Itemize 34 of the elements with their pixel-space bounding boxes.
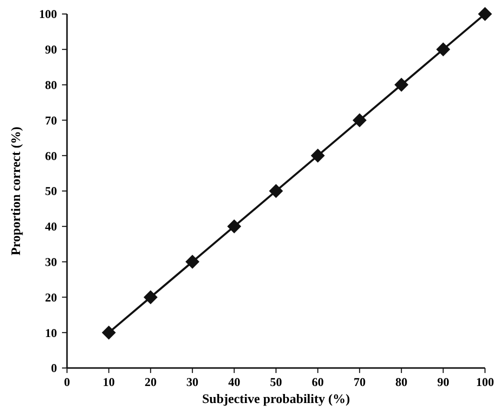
- point: [102, 326, 116, 340]
- y-tick-label: 100: [39, 7, 57, 22]
- point: [227, 219, 242, 234]
- point: [436, 42, 450, 56]
- x-tick-label: 90: [437, 375, 450, 389]
- point: [394, 78, 408, 92]
- point: [310, 148, 325, 163]
- y-tick-label: 80: [45, 78, 57, 92]
- y-tick-label: 0: [51, 361, 57, 376]
- x-tick-label: 20: [144, 375, 157, 389]
- x-tick-label: 80: [395, 375, 408, 389]
- point: [352, 113, 367, 128]
- x-tick-label: 100: [476, 375, 494, 389]
- y-axis-title: Proportion correct (%): [8, 126, 23, 256]
- x-tick-label: 40: [228, 375, 240, 389]
- y-tick-label: 60: [45, 148, 57, 163]
- x-tick-label: 30: [186, 375, 198, 389]
- y-tick-label: 90: [45, 42, 57, 57]
- x-tick-label: 60: [312, 375, 324, 389]
- point: [185, 254, 200, 269]
- y-tick-label: 30: [45, 255, 57, 269]
- x-tick-label: 70: [354, 375, 366, 389]
- y-tick-label: 40: [45, 220, 57, 234]
- point: [269, 184, 283, 198]
- x-tick-label: 0: [64, 375, 70, 389]
- x-axis-title: Subjective probability (%): [202, 391, 350, 406]
- x-tick-label: 10: [102, 375, 115, 389]
- point: [144, 290, 158, 304]
- x-tick-label: 50: [270, 375, 282, 389]
- y-tick-label: 70: [45, 113, 57, 128]
- point: [478, 7, 492, 21]
- y-tick-label: 10: [45, 326, 57, 340]
- y-tick-label: 20: [45, 290, 57, 304]
- y-tick-label: 50: [45, 184, 57, 198]
